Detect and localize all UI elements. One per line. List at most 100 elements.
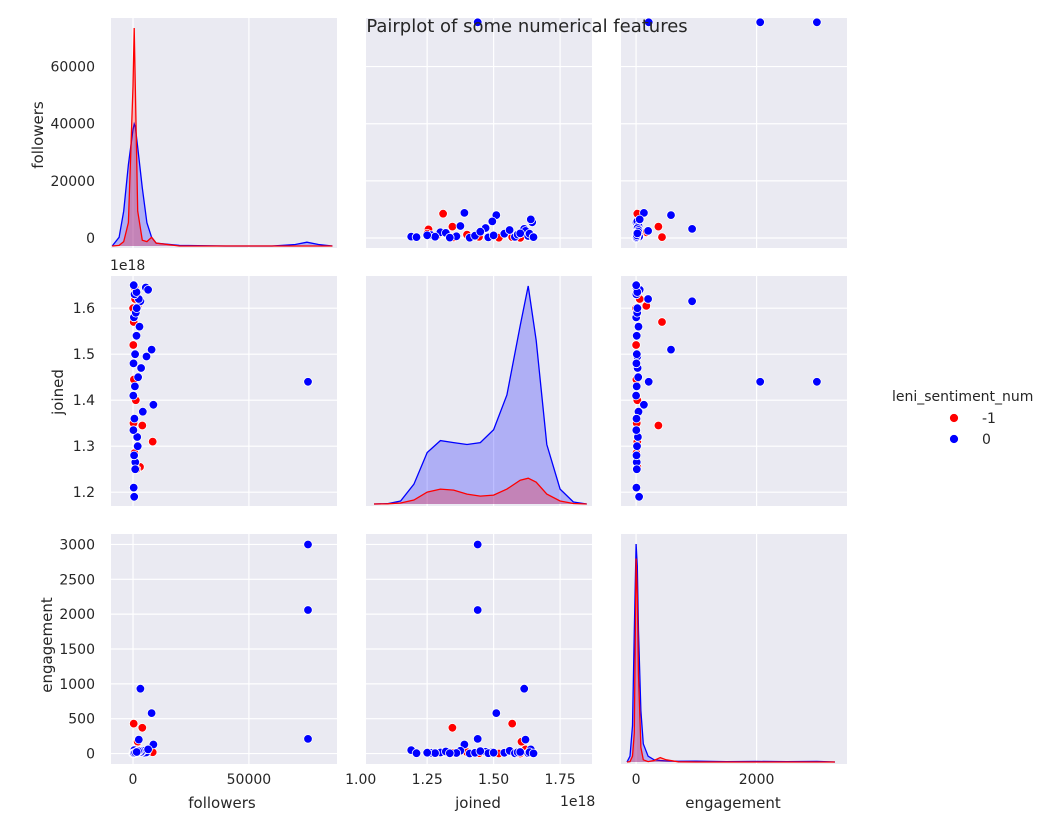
scatter-point xyxy=(639,208,649,218)
scatter-point xyxy=(136,363,146,373)
scatter-point xyxy=(515,747,525,757)
panel-background xyxy=(111,276,337,506)
x-tick-label-joined: 1.00 xyxy=(345,772,376,788)
scatter-point xyxy=(631,390,641,401)
panel-joined-vs-joined xyxy=(366,276,592,506)
scatter-point xyxy=(134,734,144,745)
scatter-point xyxy=(644,18,654,27)
scatter-point xyxy=(528,232,539,242)
scatter-point xyxy=(131,303,142,313)
scatter-point xyxy=(631,358,642,369)
scatter-point xyxy=(687,296,697,307)
scatter-point xyxy=(631,280,641,290)
scatter-point xyxy=(632,464,642,474)
panel-background xyxy=(366,18,592,248)
y-label-followers: followers xyxy=(29,101,47,169)
scatter-point xyxy=(643,226,653,236)
y-tick-label-followers: 0 xyxy=(86,231,95,247)
scatter-point xyxy=(653,221,664,232)
scatter-point xyxy=(473,605,483,615)
x-tick-label-joined: 1.50 xyxy=(478,772,509,788)
y-tick-label-joined: 1.5 xyxy=(73,347,95,363)
scatter-point xyxy=(128,280,139,290)
scatter-point xyxy=(447,221,458,232)
y-label-joined: joined xyxy=(49,369,67,416)
scatter-point xyxy=(411,748,422,758)
scatter-point xyxy=(141,351,152,362)
scatter-point xyxy=(491,708,502,718)
kde-line-0 xyxy=(111,121,333,247)
scatter-point xyxy=(526,214,536,225)
scatter-point xyxy=(128,425,139,435)
scatter-point xyxy=(130,349,140,359)
scatter-point xyxy=(631,413,642,424)
scatter-point xyxy=(475,226,486,237)
scatter-point xyxy=(128,340,139,350)
scatter-point xyxy=(632,228,643,239)
y-tick-label-engagement: 2500 xyxy=(59,572,95,588)
scatter-point xyxy=(447,723,458,733)
scatter-point xyxy=(138,407,148,417)
scatter-point xyxy=(528,748,539,759)
scatter-point xyxy=(755,18,765,27)
y-tick-label-engagement: 500 xyxy=(68,712,95,728)
legend-label-neg1: -1 xyxy=(982,411,996,427)
scatter-point xyxy=(131,331,142,341)
scatter-point xyxy=(430,748,440,758)
panel-followers-vs-joined xyxy=(366,18,592,248)
scatter-point xyxy=(515,228,525,239)
scatter-point xyxy=(438,208,448,219)
y-tick-label-joined: 1.2 xyxy=(73,485,95,501)
scatter-point xyxy=(666,210,676,220)
panel-joined-vs-engagement xyxy=(621,276,847,506)
scatter-point xyxy=(488,748,499,758)
scatter-point xyxy=(666,344,676,355)
scatter-point xyxy=(422,748,432,758)
offset-label-joined-y: 1e18 xyxy=(110,258,145,274)
scatter-point xyxy=(643,294,653,304)
kde-line-neg1 xyxy=(373,477,587,505)
kde-fill-0 xyxy=(374,286,587,504)
figure-title: Pairplot of some numerical features xyxy=(366,16,687,37)
panel-engagement-vs-joined: 1.00 1.25 1.50 1.75 xyxy=(345,534,592,788)
scatter-point xyxy=(488,230,499,241)
scatter-point xyxy=(520,734,531,745)
scatter-point xyxy=(519,684,529,694)
scatter-point xyxy=(487,216,498,227)
panel-engagement-vs-followers: 0 50000 0 500 1000 1500 2000 2500 3000 xyxy=(59,534,337,788)
scatter-point xyxy=(303,377,313,387)
legend-title: leni_sentiment_num xyxy=(892,389,1033,405)
scatter-point xyxy=(445,232,455,243)
panel-followers-vs-followers: 0 20000 40000 60000 xyxy=(50,18,337,248)
x-label-engagement: engagement xyxy=(685,794,781,812)
y-tick-label-engagement: 1500 xyxy=(59,642,95,658)
y-tick-label-followers: 60000 xyxy=(50,60,95,76)
scatter-point xyxy=(653,420,664,431)
y-tick-label-engagement: 0 xyxy=(86,747,95,763)
scatter-point xyxy=(639,400,649,410)
kde-fill-0 xyxy=(112,123,333,246)
scatter-point xyxy=(430,231,440,242)
panel-joined-vs-followers: 1.2 1.3 1.4 1.5 1.6 xyxy=(73,276,337,506)
offset-label-joined-x: 1e18 xyxy=(560,794,595,810)
scatter-point xyxy=(631,425,642,435)
scatter-point xyxy=(504,225,515,235)
scatter-point xyxy=(129,413,140,424)
scatter-point xyxy=(130,464,140,474)
scatter-point xyxy=(635,214,645,225)
y-tick-label-joined: 1.4 xyxy=(73,393,95,409)
scatter-point xyxy=(812,18,822,27)
scatter-point xyxy=(137,723,148,733)
scatter-point xyxy=(422,230,432,241)
scatter-point xyxy=(129,450,139,461)
scatter-point xyxy=(632,349,642,359)
scatter-point xyxy=(631,450,642,461)
scatter-point xyxy=(459,208,470,218)
x-label-followers: followers xyxy=(188,794,256,812)
scatter-point xyxy=(132,441,143,451)
scatter-point xyxy=(128,390,139,401)
scatter-point xyxy=(507,718,517,729)
scatter-point xyxy=(445,748,455,759)
scatter-point xyxy=(657,232,667,242)
